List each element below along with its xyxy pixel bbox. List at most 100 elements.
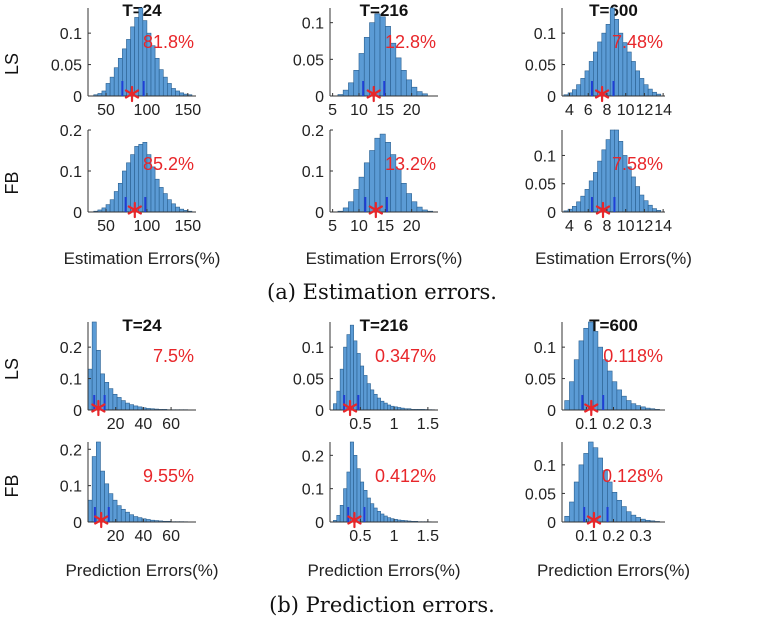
y-tick-label: 0.1: [534, 148, 556, 165]
row-label: LS: [2, 53, 22, 75]
x-tick-label: 1.5: [417, 416, 439, 433]
y-tick-label: 0.1: [60, 479, 82, 496]
histogram-bar: [150, 45, 156, 97]
median-asterisk: [368, 201, 383, 219]
median-asterisk: [91, 399, 106, 417]
histogram-bar: [370, 389, 375, 411]
histogram-bar: [333, 403, 338, 411]
median-asterisk: [584, 399, 599, 417]
histogram-bar: [366, 497, 371, 523]
histogram-bar: [113, 67, 119, 97]
histogram-bar: [387, 404, 392, 411]
histogram-bar: [380, 513, 385, 523]
x-tick-label: 8: [602, 218, 611, 235]
x-tick-label: 60: [162, 528, 180, 545]
histogram-panel: 0.5 1 1.5 0 0.05 0.1 0.347%: [293, 322, 439, 433]
histogram-bar: [621, 506, 627, 523]
x-tick-label: 0.1: [575, 416, 597, 433]
histogram-panel: 0.1 0.2 0.3 0 0.05 0.1 0.128%: [525, 441, 665, 545]
y-tick-label: 0.1: [302, 164, 324, 181]
error-annotation: 0.347%: [375, 346, 436, 366]
histogram-bar: [584, 189, 590, 213]
histogram-bar: [376, 397, 381, 411]
x-tick-label: 12: [636, 218, 654, 235]
median-asterisk: [594, 85, 610, 103]
histogram-bar: [647, 204, 653, 213]
histogram-panel: 50 100 150 0 0.1 0.2 85.2%: [60, 123, 202, 235]
median-asterisk: [586, 511, 602, 529]
histogram-panel: 0.5 1 1.5 0 0.1 0.2 0.412%: [302, 441, 439, 545]
histogram-bar: [569, 501, 575, 523]
histogram-bar: [134, 17, 140, 97]
histogram-bar: [576, 84, 582, 97]
x-tick-label: 100: [134, 102, 161, 119]
histogram-bar: [376, 511, 381, 523]
x-tick-label: 1.5: [417, 528, 439, 545]
histogram-bar: [129, 514, 134, 523]
y-tick-label: 0: [547, 205, 556, 222]
histogram-bar: [411, 201, 418, 213]
histogram-bar: [411, 86, 418, 97]
y-tick-label: 0.05: [525, 372, 556, 389]
histogram-bar: [395, 168, 402, 213]
histogram-bar: [592, 331, 599, 411]
column-title: T=216: [360, 316, 409, 335]
y-tick-label: 0.05: [525, 177, 556, 194]
histogram-bar: [583, 327, 589, 411]
x-tick-label: 50: [97, 102, 115, 119]
histogram-panel: 5 10 15 20 0 0.1 0.2 13.2%: [302, 123, 438, 235]
histogram-panel: 20 40 60 0 0.1 0.2 7.5%: [60, 321, 196, 433]
histogram-bar: [630, 403, 637, 411]
x-tick-label: 4: [565, 102, 574, 119]
y-tick-label: 0.2: [60, 442, 82, 459]
x-tick-label: 15: [376, 102, 394, 119]
histogram-bar: [339, 505, 344, 523]
histogram-bar: [584, 70, 590, 97]
x-tick-label: 10: [617, 102, 635, 119]
histogram-bar: [116, 397, 122, 411]
y-tick-label: 0.1: [534, 26, 556, 43]
histogram-bar: [171, 88, 176, 97]
histogram-bar: [167, 199, 172, 213]
histogram-bar: [573, 481, 580, 523]
histogram-bar: [349, 324, 354, 411]
x-tick-label: 5: [328, 218, 337, 235]
median-asterisk: [342, 399, 358, 417]
x-tick-label: 5: [328, 102, 337, 119]
histogram-bar: [621, 395, 627, 411]
x-tick-label: 10: [350, 218, 368, 235]
x-tick-label: 0.5: [349, 528, 371, 545]
median-asterisk: [595, 201, 611, 219]
x-axis-label: Prediction Errors(%): [307, 561, 460, 580]
histogram-bar: [635, 70, 641, 97]
histogram-bar: [133, 516, 139, 523]
x-tick-label: 0.1: [575, 528, 597, 545]
y-tick-label: 0.05: [525, 58, 556, 75]
histogram-bar: [167, 83, 172, 97]
histogram-panel: 4 6 8 10 12 14 0 0.05 0.1 7.48%: [525, 7, 672, 119]
histogram-bar: [373, 393, 378, 411]
x-tick-label: 40: [134, 416, 152, 433]
y-tick-label: 0: [547, 403, 556, 420]
histogram-bar: [635, 186, 641, 213]
histogram-bar: [383, 515, 388, 523]
histogram-bar: [626, 400, 632, 411]
histogram-bar: [348, 201, 355, 213]
histogram-bar: [112, 393, 118, 411]
x-tick-label: 20: [403, 218, 421, 235]
histogram-bar: [416, 91, 423, 97]
histogram-bar: [343, 488, 348, 523]
histogram-bar: [363, 37, 370, 97]
y-tick-label: 0: [315, 403, 324, 420]
x-tick-label: 10: [350, 102, 368, 119]
row-label: FB: [2, 474, 22, 497]
histogram-bar: [339, 368, 344, 411]
histogram-bar: [616, 499, 622, 523]
histogram-bar: [116, 505, 122, 523]
histogram-bar: [605, 139, 611, 213]
x-tick-label: 60: [162, 416, 180, 433]
histogram-bar: [154, 57, 160, 97]
y-tick-label: 0.05: [293, 52, 324, 69]
y-tick-label: 0: [73, 403, 82, 420]
